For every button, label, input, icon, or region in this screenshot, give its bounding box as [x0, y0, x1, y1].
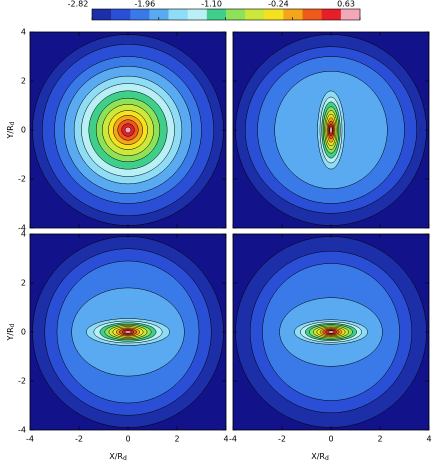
colorbar-segment — [149, 9, 169, 20]
x-tick-label: 4 — [426, 435, 431, 444]
y-axis-label: Y/Rd — [6, 121, 16, 139]
contour-panel — [233, 234, 429, 430]
x-label-main: X/R — [109, 452, 123, 461]
x-tick-label: -4 — [26, 435, 34, 444]
contour-panel — [30, 234, 226, 430]
y-tick-label: 2 — [21, 77, 26, 86]
y-tick-label: -4 — [18, 426, 26, 435]
x-label-main: X/R — [311, 452, 325, 461]
colorbar-segment — [130, 9, 150, 20]
contour-level — [124, 330, 132, 334]
colorbar-tick-label: -1.10 — [201, 0, 222, 9]
colorbar-segment — [168, 9, 189, 20]
colorbar-segment — [283, 9, 303, 20]
y-tick-label: 0 — [21, 328, 26, 337]
colorbar-segment — [111, 9, 131, 20]
colorbar-segment — [340, 9, 361, 20]
contour-level — [124, 126, 132, 134]
x-axis-label: X/Rd — [311, 452, 329, 462]
y-tick-label: 2 — [21, 279, 26, 288]
colorbar-segment — [226, 9, 246, 20]
colorbar-segment — [245, 9, 265, 20]
y-tick-label: -2 — [18, 175, 26, 184]
y-tick-label: -4 — [18, 224, 26, 233]
y-label-main: Y/R — [6, 125, 15, 140]
x-tick-label: 2 — [377, 435, 382, 444]
x-axis-label: X/Rd — [109, 452, 127, 462]
y-label-sub: d — [9, 121, 16, 125]
x-tick-label: -4 — [229, 435, 237, 444]
colorbar-tick-label: -1.96 — [134, 0, 155, 9]
colorbar-segment — [206, 9, 227, 20]
x-tick-label: 0 — [125, 435, 130, 444]
y-tick-label: 4 — [21, 230, 26, 239]
x-tick-label: -2 — [75, 435, 83, 444]
contour-level — [327, 330, 335, 334]
x-label-sub: d — [325, 455, 329, 462]
y-tick-label: -2 — [18, 377, 26, 386]
x-tick-label: 4 — [223, 435, 228, 444]
y-label-main: Y/R — [6, 327, 15, 342]
colorbar-frame — [91, 8, 361, 21]
colorbar-tick-label: 0.63 — [337, 0, 355, 9]
colorbar-tick-label: -2.82 — [68, 0, 89, 9]
x-tick-label: 0 — [328, 435, 333, 444]
contour-panel — [30, 32, 226, 228]
colorbar-segment — [92, 9, 112, 20]
x-tick-label: -2 — [278, 435, 286, 444]
contour-panel — [233, 32, 429, 228]
y-tick-label: 4 — [21, 28, 26, 37]
y-tick-label: 0 — [21, 126, 26, 135]
colorbar-segment — [264, 9, 284, 20]
colorbar-tick-label: -0.24 — [268, 0, 289, 9]
y-axis-label: Y/Rd — [6, 323, 16, 341]
contour-level — [329, 126, 333, 134]
x-label-sub: d — [123, 455, 127, 462]
colorbar-segment — [321, 9, 342, 20]
colorbar-segment — [302, 9, 323, 20]
colorbar-segment — [187, 9, 208, 20]
y-label-sub: d — [9, 323, 16, 327]
x-tick-label: 2 — [174, 435, 179, 444]
